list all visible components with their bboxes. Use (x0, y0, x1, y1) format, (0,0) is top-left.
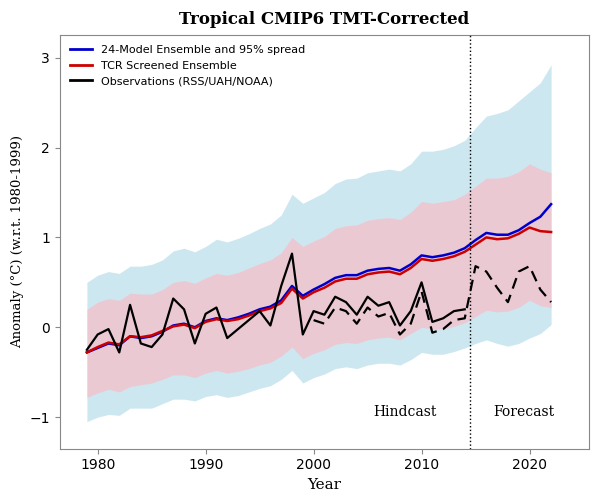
Title: Tropical CMIP6 TMT-Corrected: Tropical CMIP6 TMT-Corrected (179, 11, 470, 28)
Legend: 24-Model Ensemble and 95% spread, TCR Screened Ensemble, Observations (RSS/UAH/N: 24-Model Ensemble and 95% spread, TCR Sc… (65, 41, 310, 91)
X-axis label: Year: Year (307, 478, 341, 492)
Text: Hindcast: Hindcast (374, 405, 437, 419)
Text: Forecast: Forecast (494, 405, 554, 419)
Y-axis label: Anomaly (°C) (w.r.t. 1980-1999): Anomaly (°C) (w.r.t. 1980-1999) (11, 135, 24, 349)
